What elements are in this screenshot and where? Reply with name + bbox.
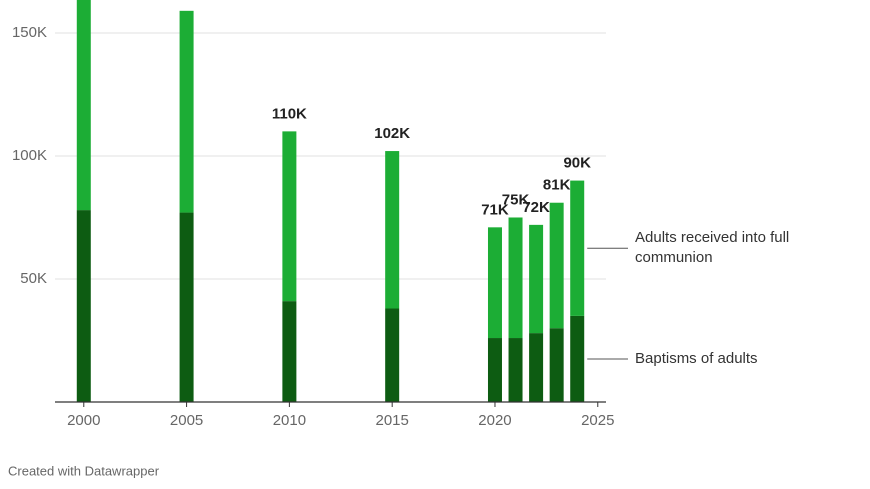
- x-tick-label: 2005: [170, 412, 203, 429]
- total-label: 72K: [522, 199, 550, 216]
- bar-segment: [508, 338, 523, 402]
- bar-segment: [179, 10, 194, 213]
- y-tick-label: 150K: [12, 24, 47, 41]
- bar-segment: [282, 131, 297, 302]
- x-tick-label: 2015: [375, 412, 408, 429]
- bar-segment: [508, 217, 523, 339]
- total-label: 81K: [543, 177, 571, 194]
- bar-segment: [549, 328, 564, 402]
- total-label: 90K: [563, 155, 591, 172]
- bar-segment: [487, 338, 502, 402]
- bar-segment: [487, 227, 502, 339]
- y-tick-label: 100K: [12, 147, 47, 164]
- bar-segment: [570, 180, 585, 316]
- total-label: 102K: [374, 125, 410, 142]
- x-tick-label: 2020: [478, 412, 511, 429]
- x-tick-label: 2000: [67, 412, 100, 429]
- bar-segment: [529, 333, 544, 402]
- bar-segment: [76, 210, 91, 402]
- total-label: 75K: [502, 191, 530, 208]
- total-label: 110K: [272, 105, 307, 122]
- bar-segment: [385, 308, 400, 402]
- bar-segment: [549, 202, 564, 329]
- bar-segment: [282, 301, 297, 402]
- x-tick-label: 2010: [273, 412, 306, 429]
- bar-segment: [570, 315, 585, 402]
- bar-segment: [76, 0, 91, 211]
- bar-segment: [529, 224, 544, 334]
- total-label: 159K: [169, 0, 205, 2]
- footer: Created with Datawrapper: [8, 463, 160, 478]
- total-label: 71K: [481, 201, 509, 218]
- legend-label: Baptisms of adults: [635, 350, 758, 367]
- bar-segment: [385, 151, 400, 309]
- bar-segment: [179, 212, 194, 402]
- legend-label: Adults received into full communion: [635, 229, 789, 266]
- x-tick-label: 2025: [581, 412, 614, 429]
- y-tick-label: 50K: [20, 270, 47, 287]
